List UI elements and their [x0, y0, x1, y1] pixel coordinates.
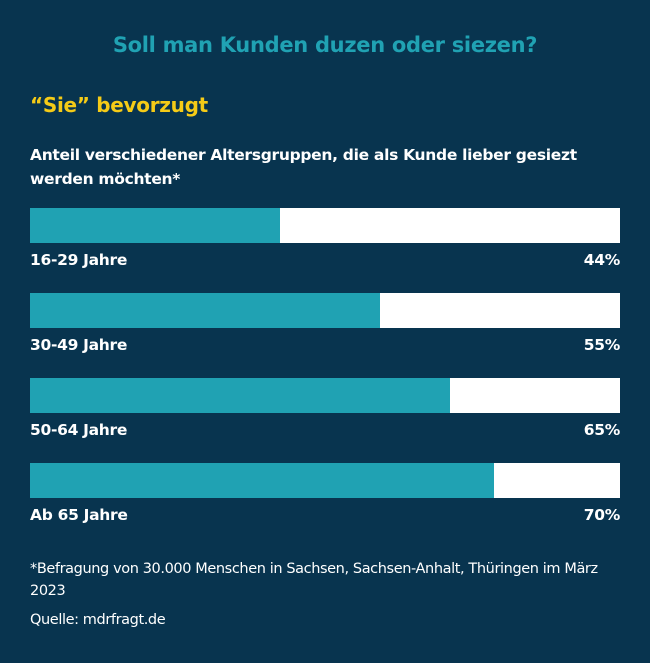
bar-track — [30, 293, 620, 328]
bar-label: 16-29 Jahre — [30, 251, 128, 269]
bar-value: 55% — [583, 336, 621, 354]
bar-track — [30, 378, 620, 413]
bar-fill — [30, 463, 494, 498]
footnote: *Befragung von 30.000 Menschen in Sachse… — [30, 561, 598, 599]
bar-fill — [30, 378, 451, 413]
bar-track — [30, 463, 620, 498]
bar-fill — [30, 293, 380, 328]
bar-value: 44% — [583, 251, 621, 269]
chart-description: Anteil verschiedener Altersgruppen, die … — [30, 146, 577, 188]
source-note: Quelle: mdrfragt.de — [30, 612, 166, 628]
bar-value: 65% — [583, 421, 621, 439]
bar-label: Ab 65 Jahre — [30, 506, 128, 524]
bar-track — [30, 208, 620, 243]
chart-title: Soll man Kunden duzen oder siezen? — [112, 33, 538, 57]
chart-subtitle: “Sie” bevorzugt — [30, 93, 208, 117]
bar-fill — [30, 208, 281, 243]
bar-label: 50-64 Jahre — [30, 421, 128, 439]
bar-label: 30-49 Jahre — [30, 336, 128, 354]
bar-value: 70% — [583, 506, 621, 524]
